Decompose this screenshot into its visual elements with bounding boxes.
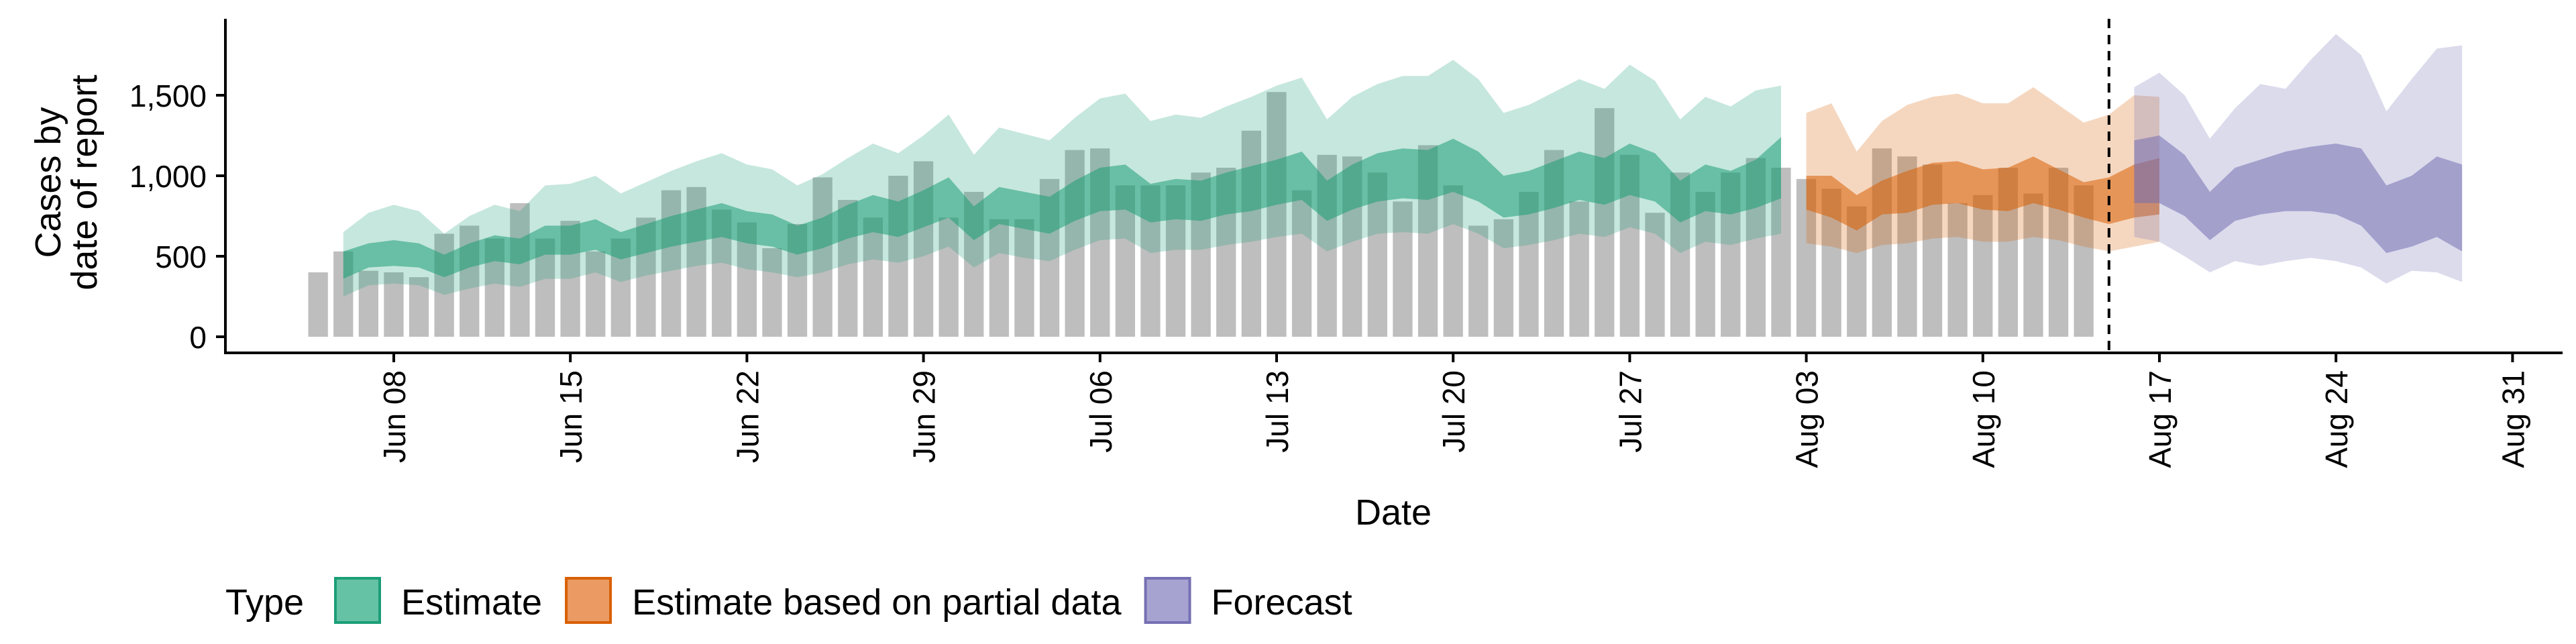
reported-cases-bar: [510, 203, 530, 337]
legend-label: Estimate: [401, 582, 542, 623]
reported-cases-bar: [1947, 203, 1968, 337]
reported-cases-bar: [308, 272, 328, 337]
ribbon-50-forecast: [2134, 136, 2463, 254]
plot-area: [308, 19, 2463, 353]
x-tick-label: Jul 06: [1083, 370, 1118, 453]
legend-label: Estimate based on partial data: [632, 582, 1122, 623]
legend-item: Estimate: [334, 577, 542, 624]
legend-swatch: [1144, 577, 1191, 624]
x-tick-label: Aug 03: [1790, 370, 1825, 468]
reported-cases-bar: [409, 277, 429, 337]
y-tick-label: 1,500: [129, 78, 207, 113]
x-axis-title: Date: [1355, 492, 1432, 533]
legend-swatch: [334, 577, 381, 624]
reported-cases-bar: [2023, 193, 2043, 337]
x-tick-label: Jun 15: [553, 370, 588, 463]
reported-cases-bar: [1595, 108, 1615, 337]
reported-cases-bar: [358, 270, 378, 337]
y-tick-label: 1,000: [129, 159, 207, 194]
reported-cases-bar: [1443, 185, 1463, 337]
reported-cases-bar: [989, 219, 1009, 337]
reported-cases-bar: [1267, 92, 1287, 337]
series-forecast: [2134, 34, 2463, 284]
x-tick-label: Aug 17: [2143, 370, 2178, 468]
y-axis-title: Cases bydate of report: [28, 74, 105, 290]
legend-item: Estimate based on partial data: [565, 577, 1122, 624]
reported-cases-bar: [586, 251, 606, 337]
legend-item: Forecast: [1144, 577, 1352, 624]
reported-cases-bar: [812, 177, 833, 337]
reported-cases-bar: [1493, 219, 1513, 337]
x-tick-label: Jul 13: [1260, 370, 1295, 453]
x-tick-label: Jul 27: [1613, 370, 1648, 453]
series-estimate-based-on-partial-data: [1806, 87, 2159, 254]
x-tick-label: Aug 10: [1966, 370, 2001, 468]
reported-cases-bar: [1519, 192, 1539, 337]
reported-cases-bar: [1291, 190, 1312, 337]
reported-cases-bar: [1014, 219, 1034, 337]
y-tick-label: 500: [155, 239, 207, 274]
y-tick-label: 0: [189, 320, 207, 355]
y-ticks: 0 500 1,000 1,500: [129, 78, 225, 355]
reported-cases-bar: [1973, 195, 1993, 337]
reported-cases-bar: [434, 233, 454, 337]
legend-title: Type: [225, 582, 304, 623]
x-tick-label: Aug 24: [2319, 370, 2354, 468]
reported-cases-bar: [384, 272, 404, 337]
reported-cases-bar: [762, 248, 782, 337]
legend-swatch: [565, 577, 612, 624]
reported-cases-bar: [1645, 213, 1665, 337]
reported-cases-bar: [1468, 225, 1489, 337]
reported-cases-bar: [863, 217, 883, 337]
x-ticks: Jun 08 Jun 15 Jun 22 Jun 29 Jul 06 Jul 13 Jul …: [377, 353, 2530, 468]
reported-cases-bar: [1569, 201, 1589, 337]
x-tick-label: Jul 20: [1436, 370, 1471, 453]
legend-label: Forecast: [1212, 582, 1352, 623]
x-tick-label: Jun 22: [730, 370, 765, 463]
series-estimate: [343, 60, 1781, 297]
x-tick-label: Jun 08: [377, 370, 412, 463]
reported-cases-bar: [1695, 192, 1715, 337]
legend: Type Estimate Estimate based on partial d…: [225, 577, 1352, 624]
reported-cases-bar: [1393, 201, 1413, 337]
x-tick-label: Aug 31: [2496, 370, 2530, 468]
x-tick-label: Jun 29: [907, 370, 942, 463]
ribbon-50-estimate: [343, 137, 1781, 279]
reported-cases-bar: [938, 217, 959, 337]
ribbon-50-estimate-based-on-partial-data: [1806, 156, 2159, 231]
